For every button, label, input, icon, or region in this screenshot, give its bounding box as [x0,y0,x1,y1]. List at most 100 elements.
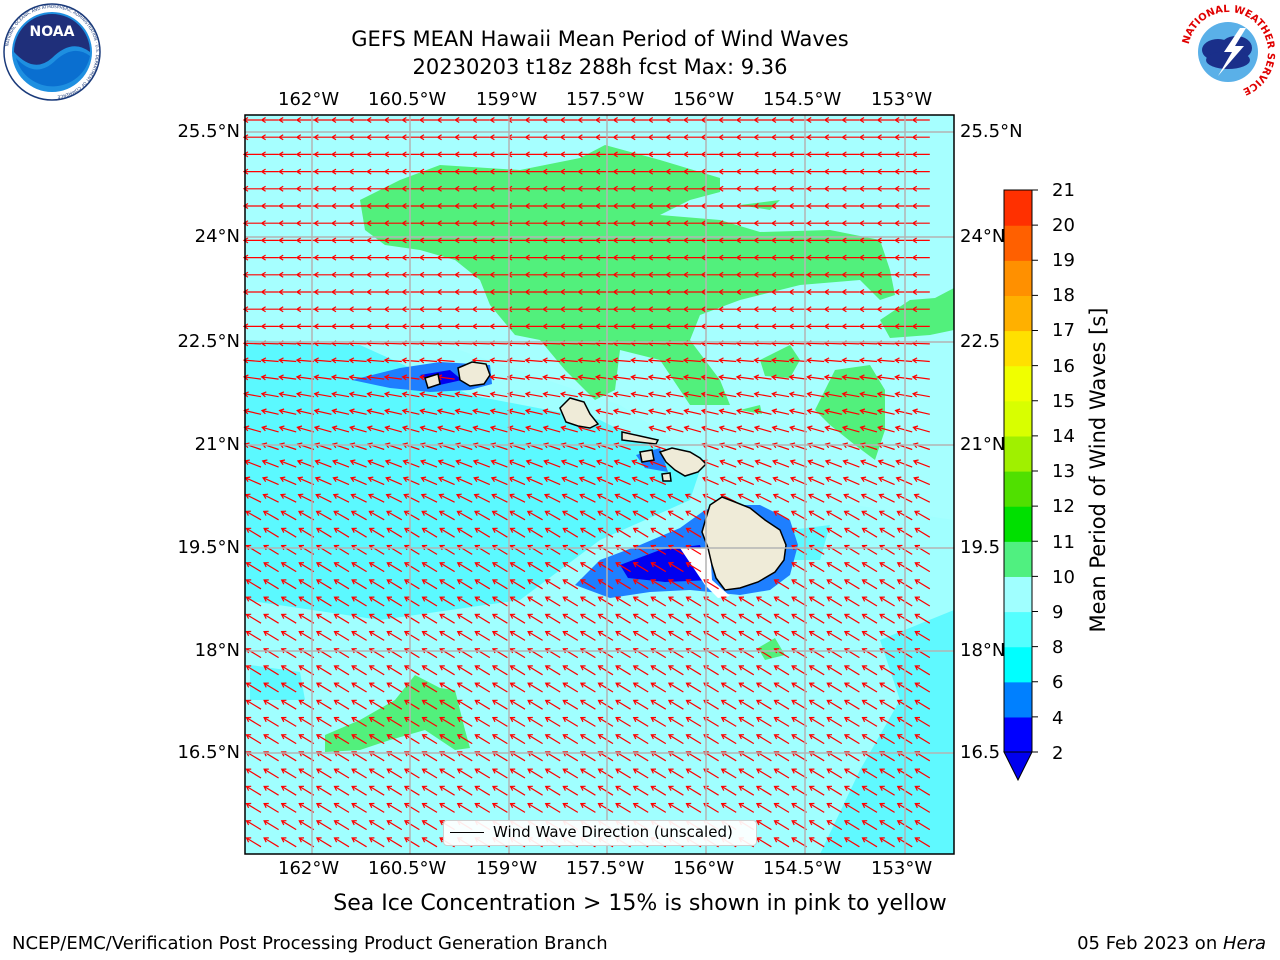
wind-wave-arrow [861,682,878,693]
wind-wave-arrow [789,459,807,468]
wind-wave-arrow [685,527,702,538]
wind-wave-arrow [808,734,825,745]
wind-wave-arrow [667,596,684,607]
wind-wave-arrow [594,220,613,227]
wind-wave-arrow [823,374,842,381]
wind-wave-arrow [861,596,878,607]
wind-wave-arrow [788,185,807,192]
wind-wave-arrow [843,837,860,848]
wind-wave-arrow [386,510,403,521]
wind-wave-arrow [313,306,332,313]
wind-wave-arrow [808,665,825,676]
wind-wave-arrow [313,185,332,192]
wind-wave-arrow [278,202,297,210]
wind-wave-arrow [542,185,561,192]
wind-wave-arrow [524,357,543,364]
wind-wave-arrow [280,802,297,813]
wind-wave-arrow [808,699,825,710]
wind-wave-arrow [700,323,719,330]
wind-wave-arrow [544,579,561,590]
wind-wave-arrow [613,459,631,468]
wind-wave-arrow [754,459,772,468]
wind-wave-arrow [418,288,437,296]
wind-wave-arrow [630,288,649,296]
wind-wave-arrow [527,682,543,693]
wind-wave-arrow [685,716,702,727]
wind-wave-arrow [332,476,350,486]
wind-wave-arrow [509,734,526,745]
wind-wave-arrow [351,768,367,779]
wind-wave-arrow [471,220,490,227]
wind-wave-arrow [313,374,332,381]
wind-wave-arrow [738,716,755,727]
colorbar-tick-label: 9 [1052,602,1064,623]
wind-wave-arrow [456,785,473,796]
wind-wave-arrow [349,425,367,433]
wind-wave-arrow [331,408,350,415]
wind-wave-arrow [879,579,895,590]
wind-wave-arrow [912,459,931,468]
lon-tick-label: 157.5°W [566,858,645,879]
wind-wave-arrow [509,527,526,538]
wind-wave-arrow [280,579,297,590]
wind-wave-arrow [718,357,737,364]
wind-wave-arrow [527,802,543,813]
wind-wave-arrow [383,134,402,141]
wind-wave-arrow [454,237,473,244]
wind-wave-arrow [894,425,913,433]
wind-wave-arrow [858,220,877,227]
wind-wave-arrow [509,665,526,676]
wind-wave-arrow [685,562,702,573]
wind-wave-arrow [489,220,508,227]
wind-wave-arrow [685,785,702,796]
wind-wave-arrow [278,425,297,433]
wind-wave-arrow [718,408,737,415]
colorbar-bin [1004,295,1032,332]
wind-wave-arrow [789,476,807,486]
wind-wave-arrow [770,237,789,244]
wind-wave-arrow [491,699,508,710]
wind-wave-arrow [245,630,262,641]
wind-wave-arrow [474,768,491,779]
wind-wave-arrow [439,734,455,745]
wind-wave-arrow [823,168,842,175]
wind-wave-arrow [348,151,367,158]
wind-wave-arrow [858,134,877,141]
wind-wave-arrow [650,510,667,521]
wind-wave-arrow [421,510,438,521]
wind-wave-arrow [562,613,579,624]
wind-wave-arrow [876,185,895,192]
wind-wave-arrow [594,168,613,175]
wind-wave-arrow [596,459,614,468]
wind-wave-arrow [403,716,420,727]
wind-wave-arrow [594,254,613,261]
wind-wave-arrow [401,357,420,364]
wind-wave-arrow [612,323,631,330]
wind-wave-arrow [665,237,684,244]
colorbar-bin [1004,611,1032,648]
sea-ice-note: Sea Ice Concentration > 15% is shown in … [333,891,947,916]
wind-wave-arrow [667,665,684,676]
wind-wave-arrow [879,785,895,796]
wind-wave-arrow [826,734,843,745]
wind-wave-arrow [879,837,895,848]
colorbar-bin [1004,225,1032,261]
wind-wave-arrow [418,357,438,364]
wind-wave-arrow [630,357,649,364]
wind-wave-arrow [471,185,490,192]
wind-wave-arrow [368,527,385,538]
wind-wave-arrow [753,391,772,398]
wind-wave-arrow [577,306,596,313]
wind-wave-arrow [718,391,737,398]
wind-wave-arrow [826,596,843,607]
wind-wave-arrow [368,562,385,573]
wind-wave-arrow [524,151,543,158]
wind-wave-arrow [843,562,860,573]
wind-wave-arrow [597,527,614,538]
wind-wave-arrow [594,357,614,364]
wind-wave-arrow [826,699,843,710]
wind-wave-arrow [421,527,438,538]
wind-wave-arrow [456,802,473,813]
wind-wave-arrow [876,357,895,364]
wind-wave-arrow [280,630,297,641]
